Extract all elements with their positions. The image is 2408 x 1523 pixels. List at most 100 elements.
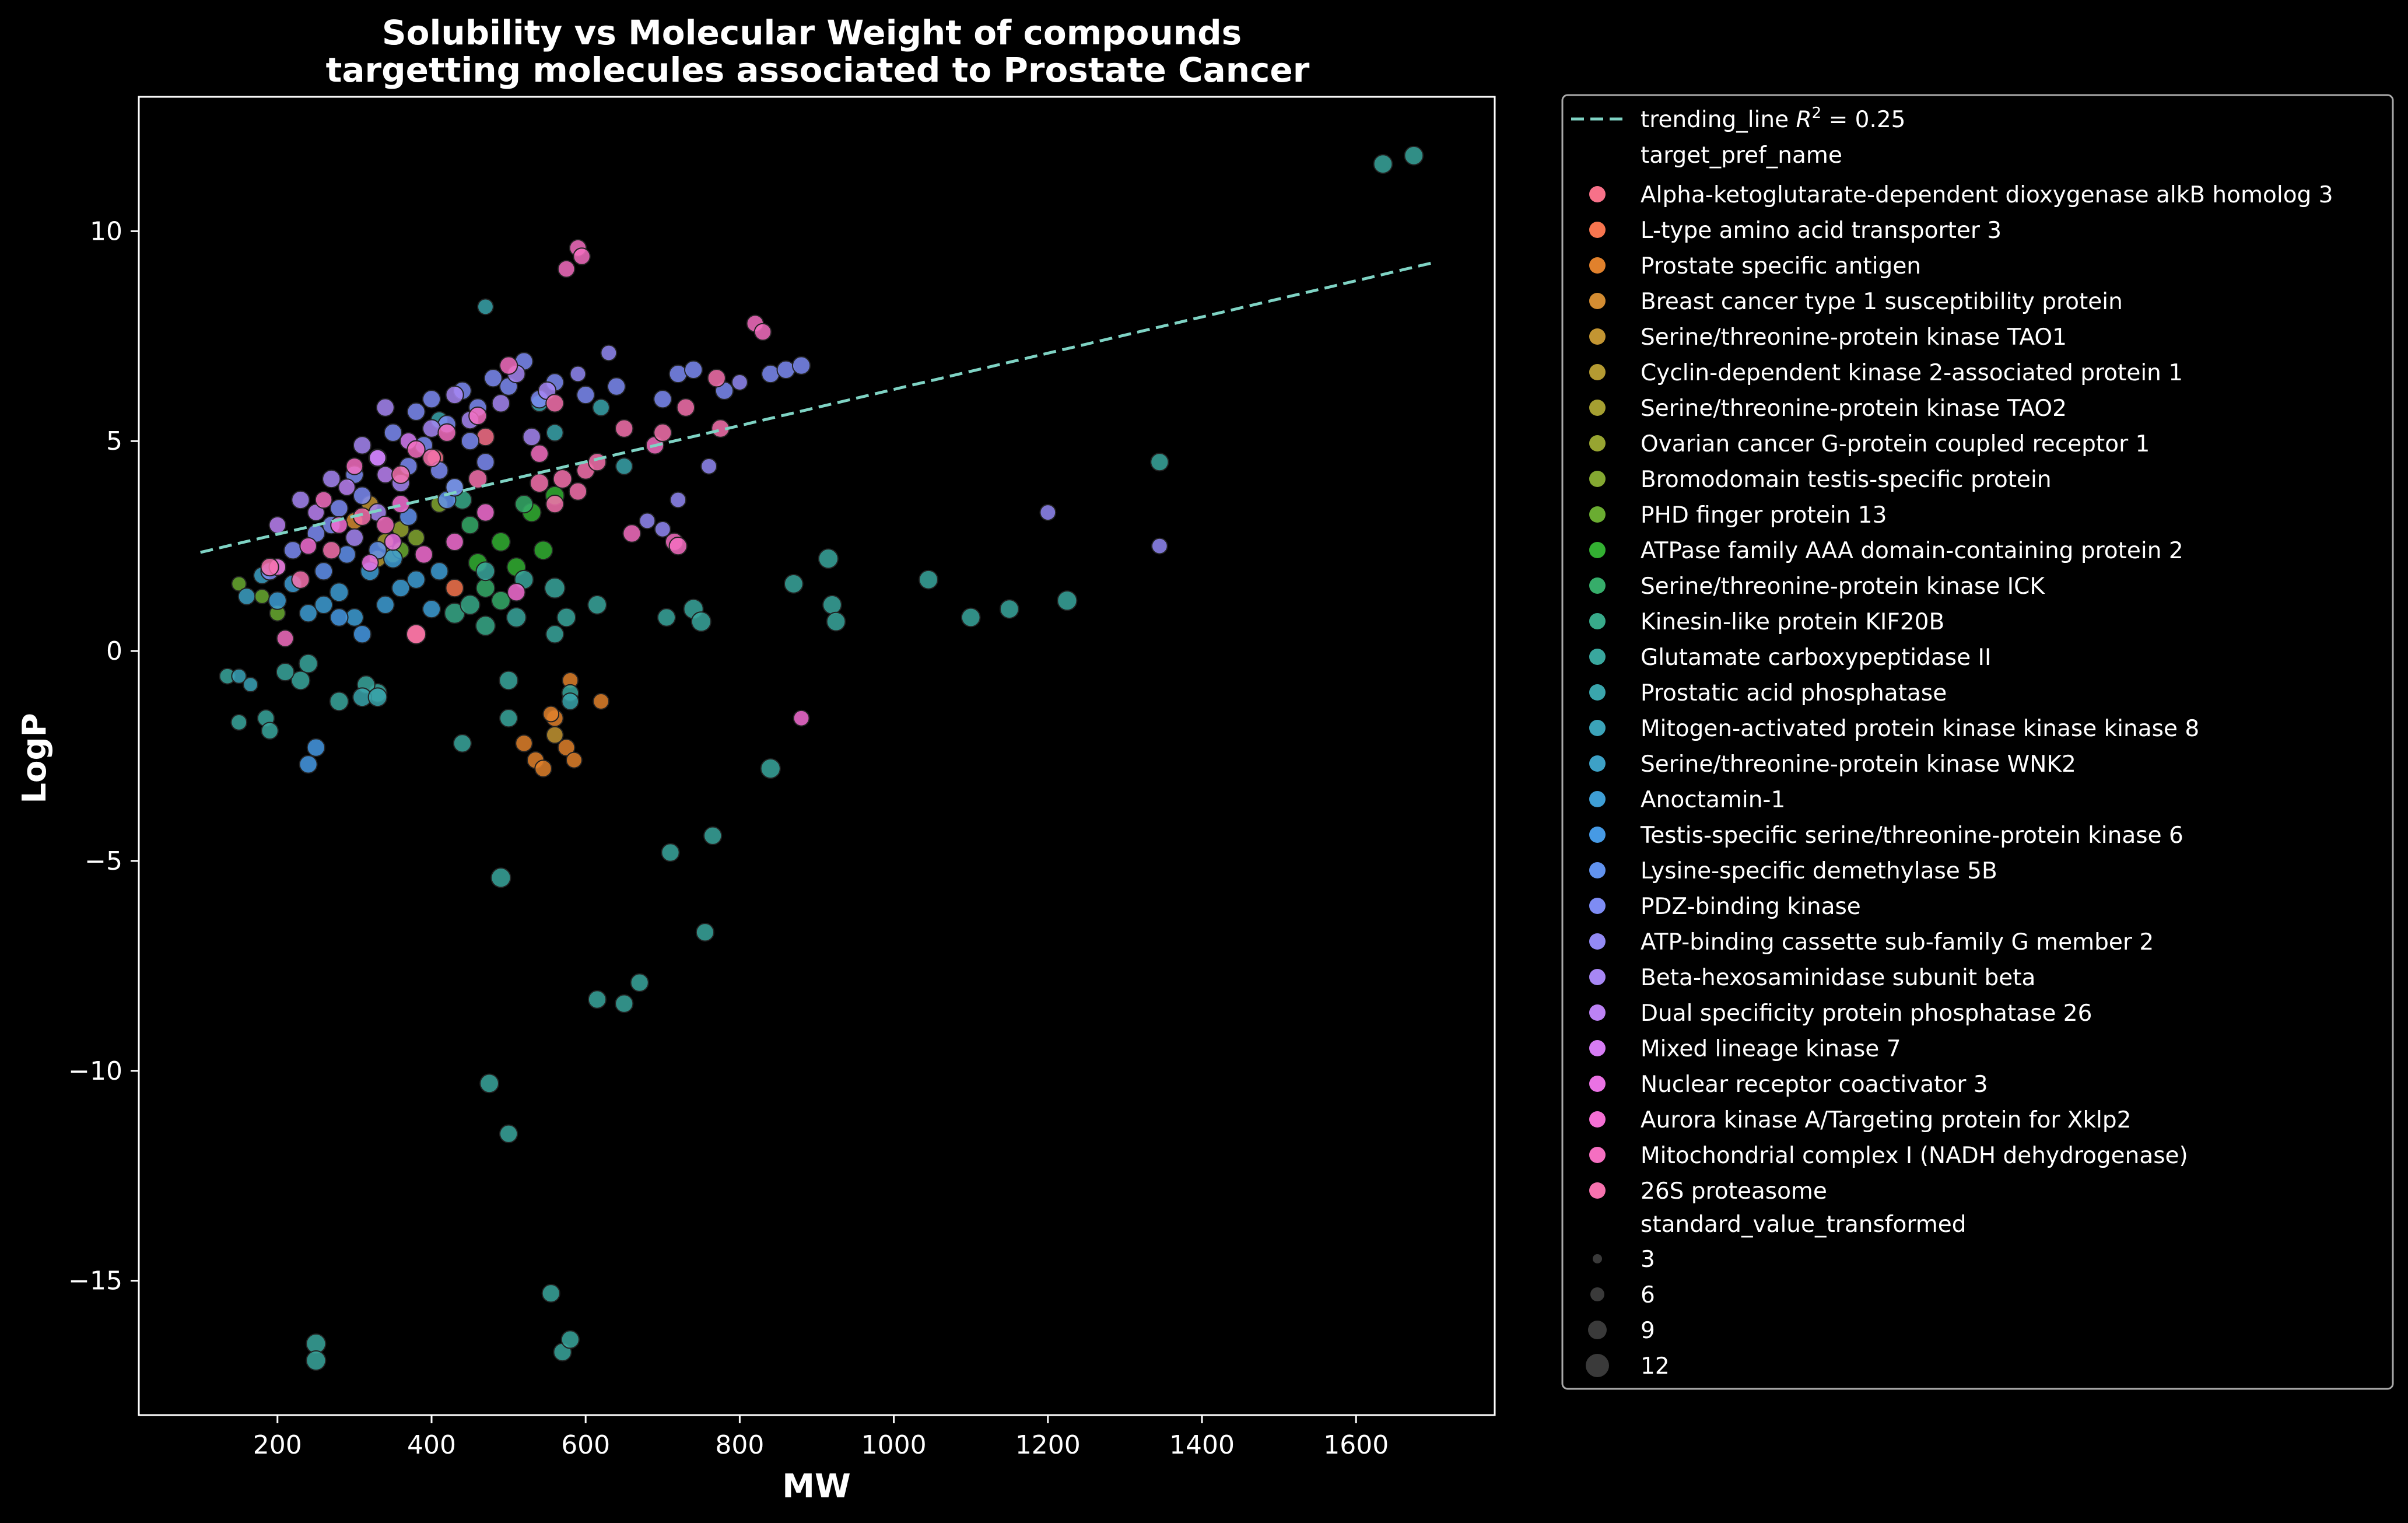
data-point — [268, 591, 287, 610]
legend-marker — [1589, 364, 1606, 380]
data-point — [445, 578, 464, 598]
data-point — [534, 759, 552, 778]
data-point — [703, 826, 723, 845]
legend-entry-label: Cyclin-dependent kinase 2-associated pro… — [1641, 360, 2183, 386]
data-point — [522, 427, 541, 447]
data-point — [653, 390, 672, 409]
data-point — [261, 722, 279, 740]
data-point — [460, 516, 480, 535]
data-point — [237, 587, 256, 605]
data-point — [468, 406, 488, 426]
legend-entry-label: Glutamate carboxypeptidase II — [1641, 645, 1992, 671]
data-point — [352, 625, 372, 644]
legend-marker — [1589, 542, 1606, 558]
data-point — [507, 583, 526, 602]
legend-marker — [1589, 684, 1606, 701]
legend-entry-label: 26S proteasome — [1641, 1178, 1827, 1205]
data-point — [298, 653, 318, 674]
legend-entry-label: Lysine-specific demethylase 5B — [1641, 858, 1997, 884]
data-point — [1404, 145, 1424, 166]
data-point — [568, 482, 588, 501]
legend-entry-label: Mitochondrial complex I (NADH dehydrogen… — [1641, 1143, 2188, 1169]
legend-hue-entries: Alpha-ketoglutarate-dependent dioxygenas… — [1589, 182, 2333, 1205]
legend-size-label: 12 — [1641, 1353, 1670, 1380]
data-point — [684, 360, 703, 379]
legend-hue-title: target_pref_name — [1641, 142, 1842, 169]
legend-marker — [1589, 293, 1606, 309]
data-point — [707, 369, 726, 388]
legend-box — [1561, 94, 2394, 1390]
legend: trending_line R2 = 0.25 target_pref_name… — [1561, 94, 2394, 1390]
data-point — [760, 758, 781, 779]
legend-marker — [1589, 862, 1606, 878]
legend-entry-label: Serine/threonine-protein kinase TAO1 — [1641, 324, 2067, 351]
data-point — [329, 691, 349, 712]
data-point — [437, 423, 457, 442]
data-point — [405, 624, 427, 645]
series-27 — [276, 239, 772, 647]
data-point — [791, 356, 811, 375]
data-point — [422, 390, 441, 409]
data-point — [587, 453, 607, 472]
legend-size-title: standard_value_transformed — [1641, 1212, 1966, 1238]
data-point — [661, 843, 680, 862]
legend-entry-label: Dual specificity protein phosphatase 26 — [1641, 1000, 2092, 1027]
data-point — [391, 465, 411, 484]
data-point — [299, 537, 317, 555]
legend-size-label: 3 — [1641, 1247, 1655, 1273]
data-point — [557, 260, 576, 278]
legend-size-marker — [1588, 1321, 1607, 1339]
legend-marker — [1589, 969, 1606, 985]
data-point — [556, 607, 577, 628]
data-point — [345, 457, 364, 475]
legend-marker — [1589, 1182, 1606, 1199]
data-point — [818, 548, 839, 569]
data-point — [306, 1350, 327, 1371]
data-point — [506, 607, 527, 628]
data-point — [690, 611, 711, 632]
series-26 — [268, 495, 810, 727]
data-point — [587, 595, 607, 615]
data-point — [475, 615, 496, 636]
data-point — [314, 595, 334, 615]
data-point — [695, 923, 715, 942]
data-point — [573, 247, 591, 265]
data-point — [491, 590, 511, 611]
data-point — [530, 444, 549, 463]
legend-marker — [1589, 933, 1606, 950]
data-point — [479, 1073, 499, 1094]
legend-marker — [1589, 222, 1606, 238]
data-point — [476, 503, 495, 522]
series-15 — [231, 668, 258, 693]
data-point — [345, 528, 364, 547]
data-point — [322, 469, 341, 489]
data-point — [460, 594, 481, 615]
data-point — [306, 738, 325, 757]
data-point — [422, 448, 441, 468]
data-point — [231, 668, 247, 684]
legend-marker — [1589, 827, 1606, 843]
data-point — [383, 423, 403, 442]
legend-size-label: 6 — [1641, 1282, 1655, 1308]
legend-marker — [1589, 755, 1606, 772]
data-point — [630, 973, 649, 992]
data-point — [414, 545, 433, 564]
data-point — [561, 692, 580, 710]
data-point — [515, 734, 533, 752]
data-point — [545, 625, 565, 644]
data-point — [275, 662, 295, 682]
chart-title-line-2: targetting molecules associated to Prost… — [326, 50, 1310, 90]
data-point — [542, 705, 560, 723]
legend-marker — [1589, 435, 1606, 451]
data-point — [290, 670, 311, 691]
data-point — [587, 990, 607, 1009]
x-axis-label: MW — [782, 1468, 851, 1506]
data-point — [376, 398, 395, 417]
data-point — [329, 582, 349, 603]
data-point — [639, 512, 656, 530]
legend-entry-label: PDZ-binding kinase — [1641, 894, 1861, 920]
legend-size-label: 9 — [1641, 1318, 1655, 1344]
data-point — [338, 478, 356, 496]
legend-entry-label: Breast cancer type 1 susceptibility prot… — [1641, 289, 2123, 315]
